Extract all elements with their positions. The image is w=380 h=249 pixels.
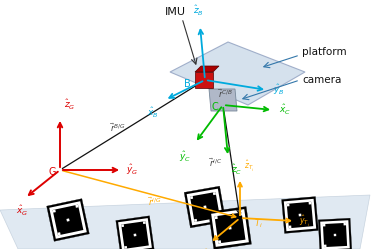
Polygon shape (218, 240, 221, 244)
Text: $T_i$: $T_i$ (254, 218, 263, 230)
Polygon shape (170, 42, 305, 105)
Polygon shape (213, 192, 216, 195)
Polygon shape (309, 202, 311, 204)
Polygon shape (215, 216, 218, 219)
Text: $\hat{x}_{T_i}$: $\hat{x}_{T_i}$ (203, 248, 214, 249)
Polygon shape (334, 234, 336, 236)
Text: C: C (212, 102, 218, 112)
Polygon shape (118, 218, 152, 249)
Polygon shape (323, 223, 347, 247)
Polygon shape (209, 206, 252, 249)
Polygon shape (323, 224, 325, 227)
Polygon shape (239, 213, 242, 216)
Polygon shape (52, 209, 56, 213)
Polygon shape (195, 72, 213, 88)
Text: G: G (48, 167, 56, 177)
Text: $\vec{r}^{i/G}$: $\vec{r}^{i/G}$ (148, 195, 162, 208)
Text: $\hat{z}_B$: $\hat{z}_B$ (193, 4, 203, 18)
Text: $\vec{r}^{i/C}$: $\vec{r}^{i/C}$ (209, 157, 222, 169)
Polygon shape (320, 220, 350, 249)
Text: $\hat{x}_C$: $\hat{x}_C$ (279, 103, 291, 117)
Polygon shape (287, 202, 313, 228)
Polygon shape (116, 216, 154, 249)
Text: platform: platform (302, 47, 347, 57)
Polygon shape (75, 205, 79, 208)
Text: $\hat{z}_{T_i}$: $\hat{z}_{T_i}$ (244, 159, 254, 174)
Polygon shape (0, 195, 370, 249)
Text: IMU: IMU (165, 7, 185, 17)
Text: $\hat{y}_{T_i}$: $\hat{y}_{T_i}$ (299, 213, 310, 229)
Polygon shape (215, 213, 245, 244)
Polygon shape (209, 89, 237, 111)
Text: B: B (184, 79, 190, 89)
Polygon shape (184, 186, 226, 228)
Polygon shape (190, 192, 220, 222)
Polygon shape (124, 246, 127, 249)
Text: camera: camera (302, 75, 341, 85)
Text: $\hat{y}_B$: $\hat{y}_B$ (273, 83, 285, 97)
Polygon shape (133, 234, 136, 237)
Polygon shape (190, 196, 193, 199)
Polygon shape (282, 196, 318, 233)
Polygon shape (47, 199, 89, 241)
Polygon shape (57, 232, 61, 235)
Polygon shape (318, 218, 352, 249)
Polygon shape (299, 214, 301, 216)
Polygon shape (143, 221, 146, 224)
Polygon shape (187, 189, 223, 225)
Text: $\hat{y}_G$: $\hat{y}_G$ (126, 163, 138, 177)
Polygon shape (287, 204, 290, 206)
Polygon shape (194, 219, 197, 222)
Polygon shape (195, 66, 219, 72)
Polygon shape (66, 218, 70, 222)
Text: $\hat{x}_G$: $\hat{x}_G$ (16, 204, 28, 218)
Polygon shape (284, 199, 316, 231)
Polygon shape (344, 223, 346, 225)
Text: $\vec{r}^{C/B}$: $\vec{r}^{C/B}$ (218, 88, 233, 100)
Polygon shape (49, 201, 87, 239)
Polygon shape (211, 209, 249, 247)
Polygon shape (121, 224, 124, 227)
Polygon shape (121, 221, 149, 249)
Polygon shape (228, 226, 231, 230)
Polygon shape (52, 205, 83, 235)
Text: $\hat{y}_C$: $\hat{y}_C$ (179, 149, 191, 164)
Polygon shape (289, 226, 291, 228)
Text: $\hat{z}_C$: $\hat{z}_C$ (231, 163, 242, 177)
Polygon shape (203, 205, 207, 209)
Text: $\hat{x}_B$: $\hat{x}_B$ (147, 106, 159, 120)
Polygon shape (324, 245, 326, 247)
Text: $\vec{r}^{B/G}$: $\vec{r}^{B/G}$ (110, 122, 126, 134)
Text: $\hat{z}_G$: $\hat{z}_G$ (64, 98, 76, 112)
